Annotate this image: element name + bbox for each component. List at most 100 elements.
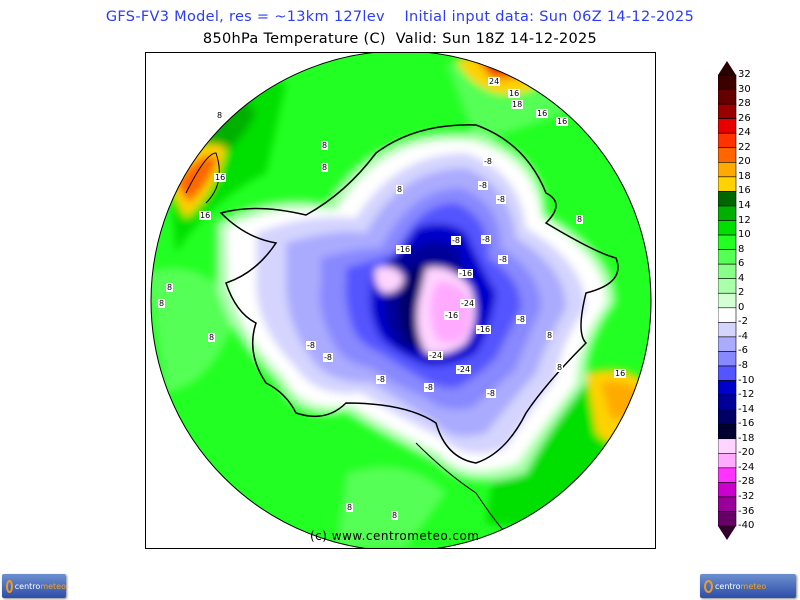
- contour-label: -8: [306, 341, 316, 350]
- colorbar-label: -36: [738, 505, 755, 517]
- model-title: GFS-FV3 Model, res = ~13km 127lev Initia…: [105, 9, 695, 25]
- colorbar-segment: [718, 292, 737, 309]
- colorbar-bottom-arrow: [718, 526, 736, 541]
- colorbar-segment: [718, 249, 737, 265]
- contour-label: -24: [460, 299, 476, 308]
- colorbar-label: 14: [738, 199, 751, 211]
- contour-label: 16: [214, 173, 227, 182]
- contour-label: 8: [576, 215, 584, 224]
- colorbar-label: 8: [738, 243, 745, 255]
- contour-label: 8: [391, 511, 399, 520]
- colorbar-label: 6: [738, 258, 745, 270]
- field-title: 850hPa Temperature (C) Valid: Sun 18Z 14…: [202, 31, 598, 47]
- colorbar-label: -10: [738, 374, 755, 386]
- colorbar-label: -8: [738, 360, 748, 371]
- contour-label: -8: [483, 157, 493, 166]
- colorbar-segment: [718, 423, 737, 440]
- colorbar-segment: [718, 220, 737, 236]
- colorbar-segment: [718, 394, 737, 410]
- colorbar-segment: [718, 351, 737, 367]
- temperature-map: [150, 53, 652, 548]
- colorbar-label: -24: [738, 461, 755, 473]
- contour-label: -8: [481, 235, 491, 244]
- colorbar-label: -18: [738, 432, 755, 444]
- colorbar-segment: [718, 205, 737, 221]
- contour-label: -16: [444, 311, 460, 320]
- colorbar-label: -2: [738, 316, 748, 328]
- colorbar-segment: [718, 496, 737, 512]
- colorbar-segment: [718, 438, 737, 454]
- colorbar-segment: [718, 74, 737, 90]
- colorbar-label: -20: [738, 447, 755, 459]
- contour-label: -8: [478, 181, 488, 190]
- contour-label: 8: [216, 111, 224, 120]
- colorbar-segment: [718, 467, 737, 483]
- colorbar-top-arrow: [718, 61, 736, 75]
- contour-label: -24: [428, 351, 444, 360]
- colorbar-segment: [718, 147, 737, 163]
- colorbar-segment: [718, 409, 737, 425]
- colorbar-label: -16: [738, 418, 755, 430]
- colorbar-label: -6: [738, 345, 748, 357]
- centrometeo-logo-left[interactable]: centro meteo: [2, 574, 66, 598]
- contour-label: 8: [546, 331, 554, 340]
- colorbar-segment: [718, 511, 737, 527]
- coastline: [219, 124, 619, 464]
- colorbar-segment: [718, 336, 737, 352]
- contour-label: -8: [496, 195, 506, 204]
- colorbar-label: -12: [738, 389, 755, 401]
- contour-label: 16: [556, 117, 569, 126]
- colorbar-segment: [718, 380, 737, 396]
- contour-label: 18: [511, 100, 524, 109]
- colorbar-label: 20: [738, 156, 751, 168]
- colorbar-label: 0: [738, 301, 745, 313]
- contour-label: -8: [486, 389, 496, 398]
- contour-label: 8: [321, 141, 329, 150]
- contour-label: 24: [488, 77, 501, 86]
- map-frame: 16 24 18 16 16 8 8 16 8 8 -8 -8 -8 -8 -8 -8 -16 -16 -16 -24…: [145, 52, 656, 549]
- colorbar-label: 12: [738, 214, 751, 226]
- contour-label: -8: [498, 255, 508, 264]
- contour-label: -16: [476, 325, 492, 334]
- contour-label: -24: [456, 365, 472, 374]
- colorbar-segment: [718, 118, 737, 134]
- colorbar-label: 22: [738, 141, 751, 153]
- contour-label: -8: [323, 353, 333, 362]
- contour-label: -8: [424, 383, 434, 392]
- colorbar-segment: [718, 103, 737, 119]
- colorbar-segment: [718, 191, 737, 207]
- copyright-text: (c) www.centrometeo.com: [310, 529, 480, 543]
- colorbar-segment: [718, 234, 737, 250]
- colorbar-label: -40: [738, 520, 755, 532]
- map-boundary: [150, 53, 652, 548]
- colorbar-label: -28: [738, 476, 755, 488]
- contour-label: 16: [614, 369, 627, 378]
- colorbar-segment: [718, 89, 737, 105]
- colorbar-segment: [718, 263, 737, 279]
- contour-label: 8: [556, 363, 564, 372]
- contour-label: -16: [396, 245, 412, 254]
- contour-label: 8: [396, 185, 404, 194]
- contour-label: 16: [536, 109, 549, 118]
- contour-label: -8: [451, 236, 461, 245]
- contour-label: -8: [516, 315, 526, 324]
- colorbar-label: -32: [738, 490, 755, 502]
- contour-label: 8: [346, 503, 354, 512]
- colorbar-segment: [718, 452, 737, 469]
- colorbar-label: 26: [738, 112, 751, 124]
- colorbar-segment: [718, 482, 737, 498]
- colorbar-segment: [718, 162, 737, 178]
- contour-label: 8: [158, 299, 166, 308]
- colorbar-label: 10: [738, 229, 751, 241]
- colorbar-segment: [718, 365, 737, 381]
- colorbar-segment: [718, 176, 737, 192]
- logo-ring-icon: [6, 579, 13, 593]
- colorbar-label: 16: [738, 185, 751, 197]
- logo-text-accent: meteo: [740, 581, 767, 591]
- centrometeo-logo-right[interactable]: centro meteo: [700, 574, 796, 598]
- colorbar-segment: [718, 322, 737, 338]
- colorbar-label: 18: [738, 170, 751, 182]
- colorbar-segment: [718, 307, 737, 323]
- colorbar-label: -14: [738, 403, 755, 415]
- colorbar-label: -4: [738, 330, 748, 342]
